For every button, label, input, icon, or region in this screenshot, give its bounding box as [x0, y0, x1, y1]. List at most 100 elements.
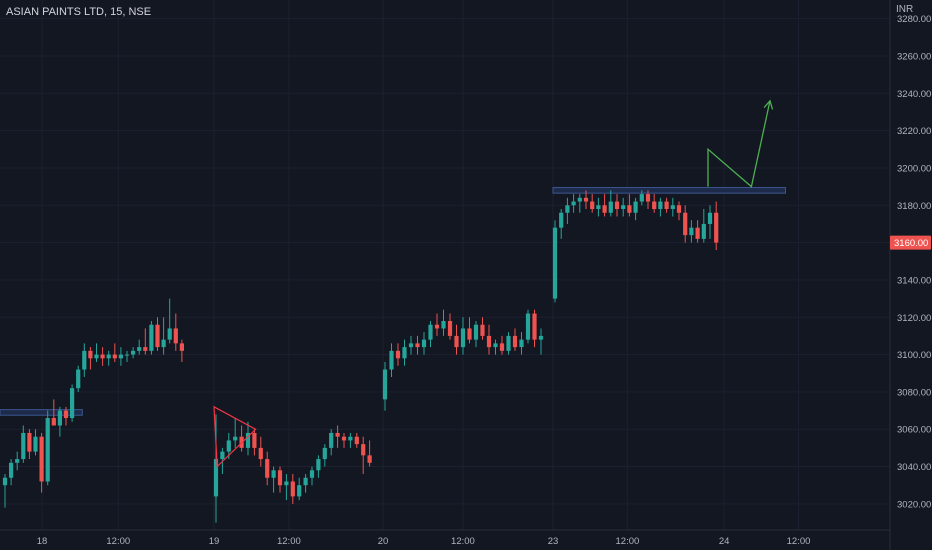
- candle: [155, 317, 160, 351]
- candle-body: [155, 324, 160, 348]
- candle: [329, 429, 334, 456]
- candle-body: [70, 388, 75, 419]
- candle-body: [559, 212, 564, 228]
- last-price-badge: [890, 235, 931, 250]
- price-tick-label: 3120.00: [897, 313, 931, 324]
- candle-body: [627, 205, 632, 213]
- candle: [428, 320, 433, 348]
- candle: [559, 209, 564, 239]
- price-tick-label: 3080.00: [897, 387, 931, 398]
- candle-body: [415, 343, 420, 348]
- candle-body: [493, 343, 498, 348]
- last-price-label: 3160.00: [894, 238, 928, 249]
- candle: [664, 197, 669, 213]
- candle-body: [701, 223, 706, 239]
- candle-body: [297, 485, 302, 497]
- candle-body: [421, 339, 427, 348]
- candle: [676, 201, 682, 221]
- candle-body: [519, 339, 524, 348]
- candle: [335, 425, 340, 448]
- candle: [179, 339, 184, 363]
- candle-body: [499, 343, 505, 351]
- candle-body: [112, 354, 117, 359]
- candle: [252, 429, 257, 456]
- candle-body: [329, 432, 334, 448]
- candle: [284, 474, 289, 501]
- candle-body: [614, 201, 620, 210]
- candle: [45, 410, 50, 486]
- candle-body: [335, 432, 340, 437]
- candle-body: [100, 354, 105, 359]
- price-tick-label: 3240.00: [897, 89, 931, 100]
- candle-body: [441, 320, 446, 329]
- candle-body: [258, 447, 263, 460]
- resistance-zone[interactable]: [0, 409, 83, 416]
- drawing-annotations: [213, 99, 774, 468]
- candle: [100, 347, 105, 366]
- candle-body: [173, 328, 178, 344]
- candle-body: [39, 436, 44, 482]
- candle-body: [131, 350, 136, 355]
- candle: [290, 474, 295, 504]
- candle-body: [714, 212, 719, 243]
- candle-body: [51, 418, 56, 426]
- candle-body: [233, 436, 238, 441]
- candle: [395, 343, 401, 366]
- symbol-title: ASIAN PAINTS LTD, 15, NSE: [6, 6, 152, 18]
- candle-body: [354, 436, 359, 445]
- candle-body: [408, 343, 414, 348]
- time-tick-label: 12:00: [787, 536, 811, 547]
- candle-body: [161, 339, 166, 348]
- candle-body: [124, 354, 130, 356]
- candle: [608, 190, 613, 217]
- candle: [493, 339, 498, 355]
- time-tick-label: 12:00: [451, 536, 475, 547]
- candle: [51, 399, 56, 426]
- candle-body: [316, 459, 321, 471]
- candle: [161, 317, 166, 355]
- price-tick-label: 3180.00: [897, 201, 931, 212]
- candle: [486, 324, 492, 355]
- candle-body: [695, 227, 700, 239]
- candle: [245, 421, 251, 456]
- candle: [639, 190, 644, 206]
- candle-body: [467, 328, 472, 340]
- candle-body: [596, 205, 601, 210]
- triangle-pattern[interactable]: [213, 405, 257, 468]
- candle: [701, 209, 706, 243]
- candle: [2, 474, 8, 508]
- candle-body: [82, 350, 87, 370]
- candle-body: [245, 432, 251, 448]
- time-axis[interactable]: 18 12:00 19 12:00 20 12:00 23 12:00 24 12:00: [37, 536, 811, 547]
- candle-body: [707, 212, 713, 224]
- candle: [112, 343, 117, 363]
- candle: [316, 455, 321, 478]
- candle: [421, 332, 427, 355]
- price-tick-label: 3200.00: [897, 163, 931, 174]
- candle-body: [15, 459, 20, 463]
- candle-body: [88, 350, 93, 359]
- candle: [538, 328, 544, 355]
- candle-body: [118, 354, 123, 359]
- candle: [173, 313, 178, 351]
- candle-body: [94, 354, 99, 359]
- candle: [480, 317, 485, 340]
- support-resistance-zones: [0, 187, 786, 416]
- candle-body: [486, 335, 492, 348]
- candle: [21, 425, 26, 463]
- time-tick-label: 24: [719, 536, 730, 547]
- candle: [277, 466, 283, 493]
- candle-body: [2, 477, 8, 486]
- candle-body: [602, 205, 607, 213]
- candle: [297, 477, 302, 501]
- time-tick-label: 12:00: [106, 536, 130, 547]
- candle: [652, 194, 657, 213]
- candle: [707, 205, 713, 239]
- candle-body: [571, 201, 576, 206]
- candle-body: [395, 350, 401, 359]
- projection-path[interactable]: [707, 100, 771, 188]
- candle-body: [149, 324, 154, 351]
- candle: [532, 309, 537, 348]
- resistance-zone[interactable]: [552, 187, 786, 194]
